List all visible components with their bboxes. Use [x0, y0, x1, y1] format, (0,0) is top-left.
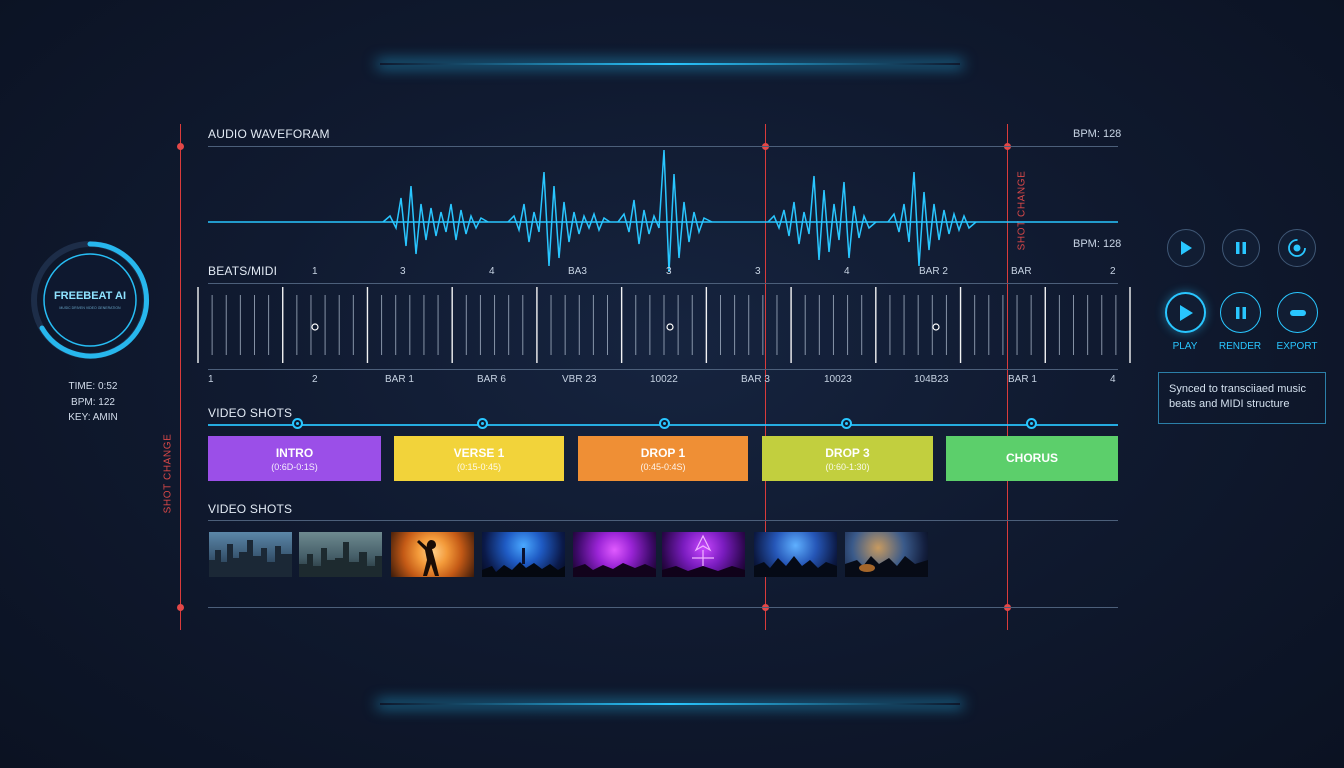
segment-marker[interactable]	[477, 418, 488, 429]
play-label: PLAY	[1172, 341, 1198, 352]
export-label: EXPORT	[1276, 341, 1318, 352]
brand-name: FREEBEAT AI	[53, 290, 127, 302]
thumbnail-band-stage[interactable]	[754, 532, 837, 577]
beat-label: 10022	[650, 374, 678, 385]
play-button[interactable]	[1165, 292, 1206, 333]
thumbnails-top-rule	[208, 520, 1118, 521]
play-icon-small-button[interactable]	[1167, 229, 1205, 267]
beat-node	[311, 323, 319, 331]
bottom-glow-line	[380, 703, 960, 705]
beat-grid[interactable]	[195, 285, 1135, 375]
beat-label: 1	[208, 374, 214, 385]
thumbnail-guitarist-stage[interactable]	[845, 532, 928, 577]
thumbnails-title: VIDEO SHOTS	[208, 502, 293, 516]
segment-marker[interactable]	[1026, 418, 1037, 429]
record-icon-button[interactable]	[1278, 229, 1316, 267]
beat-node	[666, 323, 674, 331]
pause-icon	[1236, 242, 1246, 254]
beat-label: BA3	[568, 266, 587, 277]
shot-change-line-right	[1007, 124, 1008, 630]
brand-tagline: MUSIC DRIVEN VIDEO GENERATION	[59, 306, 121, 310]
brand-ring: FREEBEAT AI MUSIC DRIVEN VIDEO GENERATIO…	[30, 240, 150, 360]
segment-range: (0:60-1:30)	[825, 461, 870, 472]
render-label: RENDER	[1218, 341, 1262, 352]
segment-name: DROP 3	[825, 445, 870, 460]
beat-label: 10023	[824, 374, 852, 385]
bpm-stat: BPM: 122	[71, 397, 115, 408]
pause-icon-small-button[interactable]	[1222, 229, 1260, 267]
play-icon	[1179, 304, 1193, 321]
waveform-title: AUDIO WAVEFORAM	[208, 127, 330, 141]
segment-intro[interactable]: INTRO (0:6D-0:1S)	[208, 436, 381, 481]
segment-drop-3[interactable]: DROP 3 (0:60-1:30)	[762, 436, 933, 481]
time-stat: TIME: 0:52	[68, 381, 118, 392]
thumbnail-blue-stage[interactable]	[482, 532, 565, 577]
render-button[interactable]	[1220, 292, 1261, 333]
waveform-bpm-right: BPM: 128	[1073, 238, 1122, 250]
beat-label: BAR 1	[1008, 374, 1037, 385]
beat-label: 3	[400, 266, 406, 277]
shot-change-dot	[177, 604, 184, 611]
thumbnail-purple-stage[interactable]	[573, 532, 656, 577]
waveform-top-rule	[208, 146, 1118, 147]
beat-node	[932, 323, 940, 331]
beat-label: BAR	[1011, 266, 1032, 277]
video-shots-title: VIDEO SHOTS	[208, 406, 293, 420]
thumbnail-city-towers[interactable]	[299, 532, 382, 577]
export-button[interactable]	[1277, 292, 1318, 333]
beat-label: 1	[312, 266, 318, 277]
segment-drop-1[interactable]: DROP 1 (0:45-0:4S)	[578, 436, 748, 481]
segment-marker[interactable]	[292, 418, 303, 429]
beat-label: 4	[1110, 374, 1116, 385]
audio-waveform[interactable]	[208, 146, 1118, 276]
thumbnail-singer-silhouette[interactable]	[391, 532, 474, 577]
record-target-icon	[1288, 239, 1306, 257]
beat-label: 3	[666, 266, 672, 277]
sync-info-box: Synced to transciiaed music beats and MI…	[1158, 372, 1326, 424]
shot-change-label-left: SHOT CHANGE	[162, 433, 174, 514]
shot-change-dot	[177, 143, 184, 150]
beat-label: 104B23	[914, 374, 949, 385]
segment-range: (0:15-0:45)	[456, 461, 502, 472]
segment-chorus[interactable]: CHORUS	[946, 436, 1118, 481]
beat-label: 2	[312, 374, 318, 385]
segment-range: (0:6D-0:1S)	[271, 461, 318, 472]
shot-change-line-left	[180, 124, 181, 630]
beats-title: BEATS/MIDI	[208, 264, 278, 278]
beat-label: 4	[844, 266, 850, 277]
top-glow-line	[380, 63, 960, 65]
play-icon	[1181, 241, 1192, 255]
waveform-bpm-top: BPM: 128	[1073, 128, 1122, 140]
beat-label: 3	[755, 266, 761, 277]
beat-label: VBR 23	[562, 374, 597, 385]
beat-label: BAR 6	[477, 374, 506, 385]
timeline-bottom-rule	[208, 607, 1118, 608]
key-stat: KEY: AMIN	[68, 412, 118, 423]
thumbnail-city-skyline[interactable]	[209, 532, 292, 577]
segment-marker[interactable]	[841, 418, 852, 429]
segment-name: CHORUS	[1005, 450, 1058, 465]
segment-range: (0:45-0:4S)	[640, 461, 686, 472]
thumbnail-purple-lights[interactable]	[662, 532, 745, 577]
beats-bottom-rule	[208, 369, 1118, 370]
segment-name: DROP 1	[640, 445, 686, 460]
shot-change-line-mid	[765, 124, 766, 630]
pause-icon	[1235, 306, 1246, 319]
beat-label: BAR 1	[385, 374, 414, 385]
segment-name: INTRO	[275, 445, 314, 460]
beat-label: 2	[1110, 266, 1116, 277]
segment-marker[interactable]	[659, 418, 670, 429]
sync-info-text: Synced to transciiaed music beats and MI…	[1169, 383, 1306, 410]
beat-label: BAR 3	[741, 374, 770, 385]
beat-label: 4	[489, 266, 495, 277]
segment-name: VERSE 1	[453, 445, 505, 460]
beats-top-rule	[208, 283, 1118, 284]
beat-label: BAR 2	[919, 266, 948, 277]
minus-icon	[1289, 309, 1306, 316]
segment-verse-1[interactable]: VERSE 1 (0:15-0:45)	[394, 436, 564, 481]
